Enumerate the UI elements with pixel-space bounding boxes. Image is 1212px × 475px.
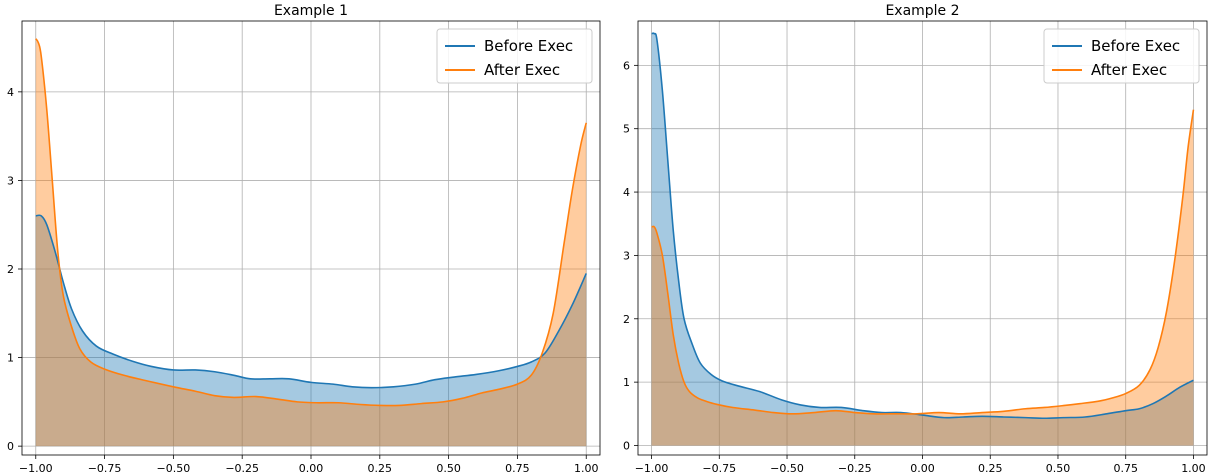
series-line-before-exec	[35, 214, 587, 389]
x-tick-label: −1.00	[635, 462, 669, 475]
y-axis: 0 1 2 3 4	[7, 86, 22, 453]
legend-label: After Exec	[484, 61, 560, 79]
chart-example-2: −1.00 −0.75 −0.50 −0.25 0.00 0.25 0.50 0.75 1.00…	[623, 3, 1208, 475]
y-tick-label: 6	[623, 59, 630, 72]
x-tick-label: −0.75	[88, 462, 122, 475]
legend: Before Exec After Exec	[1043, 28, 1200, 84]
grid	[638, 21, 1207, 455]
x-tick-label: 0.50	[436, 462, 461, 475]
x-tick-label: −0.50	[157, 462, 191, 475]
y-tick-label: 2	[623, 313, 630, 326]
y-tick-label: 3	[623, 249, 630, 262]
legend-label: After Exec	[1091, 61, 1167, 79]
chart-example-1: −1.00 −0.75 −0.50 −0.25 0.00 0.25 0.50 0.75 1.00…	[7, 3, 601, 475]
legend-box	[1043, 28, 1200, 84]
x-tick-label: −0.25	[838, 462, 872, 475]
series-area-after-exec	[35, 38, 587, 447]
x-tick-label: 0.75	[1113, 462, 1138, 475]
x-tick-label: 0.25	[978, 462, 1003, 475]
series-line-after-exec	[35, 38, 588, 407]
x-tick-label: 0.00	[299, 462, 324, 475]
x-tick-label: −0.25	[225, 462, 259, 475]
x-tick-label: 1.00	[574, 462, 599, 475]
x-tick-label: −0.75	[702, 462, 736, 475]
y-tick-label: 0	[7, 440, 14, 453]
plot-area	[35, 38, 588, 447]
y-tick-label: 5	[623, 123, 630, 136]
legend-label: Before Exec	[1091, 37, 1180, 55]
chart-title: Example 2	[885, 3, 959, 19]
y-tick-label: 1	[7, 352, 14, 365]
y-tick-label: 3	[7, 174, 14, 187]
y-tick-label: 1	[623, 376, 630, 389]
x-tick-label: −0.50	[770, 462, 804, 475]
y-tick-label: 2	[7, 263, 14, 276]
x-tick-label: −1.00	[19, 462, 53, 475]
series-area-before-exec	[35, 215, 587, 447]
grid	[22, 21, 600, 455]
y-tick-label: 4	[7, 86, 14, 99]
x-tick-label: 0.75	[505, 462, 530, 475]
legend-box	[436, 28, 593, 84]
x-axis: −1.00 −0.75 −0.50 −0.25 0.00 0.25 0.50 0.75 1.00	[635, 455, 1206, 475]
x-axis: −1.00 −0.75 −0.50 −0.25 0.00 0.25 0.50 0.75 1.00	[19, 455, 599, 475]
legend-label: Before Exec	[484, 37, 573, 55]
y-tick-label: 4	[623, 186, 630, 199]
series-area-before-exec	[651, 33, 1194, 446]
y-tick-label: 0	[623, 439, 630, 452]
x-tick-label: 1.00	[1181, 462, 1206, 475]
series-line-after-exec	[651, 109, 1195, 415]
series-line-before-exec	[651, 32, 1194, 420]
x-tick-label: 0.50	[1046, 462, 1071, 475]
plot-area	[651, 32, 1195, 446]
chart-title: Example 1	[274, 3, 348, 19]
x-tick-label: 0.00	[910, 462, 935, 475]
legend: Before Exec After Exec	[436, 28, 593, 84]
series-area-after-exec	[651, 109, 1194, 446]
y-axis: 0 1 2 3 4 5 6	[623, 59, 638, 452]
x-tick-label: 0.25	[368, 462, 393, 475]
